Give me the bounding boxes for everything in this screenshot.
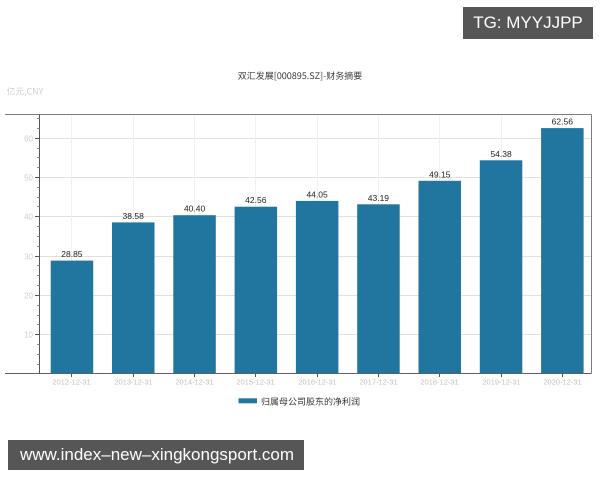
svg-text:30: 30: [24, 252, 33, 261]
svg-text:49.15: 49.15: [429, 169, 451, 179]
svg-text:28.85: 28.85: [61, 249, 83, 259]
svg-text:62.56: 62.56: [552, 117, 574, 127]
svg-text:60: 60: [24, 134, 33, 143]
svg-text:40.40: 40.40: [184, 204, 206, 214]
svg-text:40: 40: [24, 212, 33, 221]
svg-text:50: 50: [24, 173, 33, 182]
svg-text:2014-12-31: 2014-12-31: [175, 378, 213, 387]
svg-text:2012-12-31: 2012-12-31: [52, 378, 90, 387]
svg-text:2019-12-31: 2019-12-31: [482, 378, 520, 387]
svg-text:38.58: 38.58: [123, 211, 145, 221]
svg-text:2016-12-31: 2016-12-31: [298, 378, 336, 387]
svg-text:2015-12-31: 2015-12-31: [236, 378, 274, 387]
svg-text:42.56: 42.56: [245, 195, 267, 205]
svg-text:20: 20: [24, 291, 33, 300]
svg-text:2020-12-31: 2020-12-31: [543, 378, 581, 387]
svg-text:2013-12-31: 2013-12-31: [114, 378, 152, 387]
svg-text:44.05: 44.05: [306, 189, 328, 199]
svg-text:54.38: 54.38: [490, 149, 512, 159]
svg-text:2017-12-31: 2017-12-31: [359, 378, 397, 387]
svg-text:43.19: 43.19: [368, 193, 390, 203]
svg-text:10: 10: [24, 330, 33, 339]
svg-text:2018-12-31: 2018-12-31: [420, 378, 458, 387]
